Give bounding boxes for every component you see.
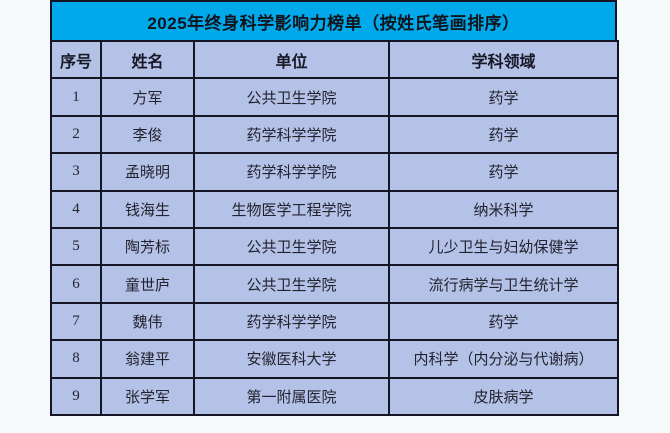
cell-name: 翁建平	[100, 339, 195, 379]
cell-index: 9	[50, 376, 102, 416]
table-row: 7 魏伟 药学科学学院 药学	[50, 301, 619, 342]
cell-index: 1	[50, 77, 102, 117]
cell-index: 3	[50, 152, 102, 192]
cell-name: 孟晓明	[100, 152, 195, 192]
cell-field: 流行病学与卫生统计学	[388, 264, 619, 304]
cell-field: 药学	[388, 152, 619, 192]
table-row: 4 钱海生 生物医学工程学院 纳米科学	[50, 189, 619, 229]
cell-index: 6	[50, 264, 102, 304]
table-row: 9 张学军 第一附属医院 皮肤病学	[50, 376, 619, 416]
cell-field: 药学	[388, 77, 619, 117]
cell-index: 4	[50, 189, 102, 229]
cell-unit: 公共卫生学院	[193, 264, 390, 304]
ranking-table: 序号 姓名 单位 学科领域 1 方军 公共卫生学院 药学 2 李俊 药学科学学院 药学 3 孟晓明…	[50, 39, 619, 416]
table-row: 6 童世庐 公共卫生学院 流行病学与卫生统计学	[50, 264, 619, 304]
cell-name: 魏伟	[100, 301, 195, 342]
table-title: 2025年终身科学影响力榜单（按姓氏笔画排序）	[50, 0, 617, 40]
cell-unit: 安徽医科大学	[193, 339, 390, 379]
table-row: 8 翁建平 安徽医科大学 内科学（内分泌与代谢病）	[50, 339, 619, 379]
header-cell-name: 姓名	[100, 39, 195, 80]
cell-index: 7	[50, 301, 102, 342]
cell-field: 儿少卫生与妇幼保健学	[388, 226, 619, 267]
cell-field: 纳米科学	[388, 189, 619, 229]
cell-field: 药学	[388, 114, 619, 155]
header-cell-index: 序号	[50, 39, 102, 80]
cell-name: 李俊	[100, 114, 195, 155]
cell-unit: 公共卫生学院	[193, 226, 390, 267]
cell-index: 5	[50, 226, 102, 267]
header-cell-field: 学科领域	[388, 39, 619, 80]
cell-field: 内科学（内分泌与代谢病）	[388, 339, 619, 379]
cell-index: 8	[50, 339, 102, 379]
cell-index: 2	[50, 114, 102, 155]
cell-unit: 药学科学学院	[193, 114, 390, 155]
cell-unit: 公共卫生学院	[193, 77, 390, 117]
cell-field: 药学	[388, 301, 619, 342]
cell-unit: 药学科学学院	[193, 301, 390, 342]
header-cell-unit: 单位	[193, 39, 390, 80]
table-row: 1 方军 公共卫生学院 药学	[50, 77, 619, 117]
cell-name: 陶芳标	[100, 226, 195, 267]
header-row: 序号 姓名 单位 学科领域	[50, 39, 619, 80]
cell-name: 童世庐	[100, 264, 195, 304]
table-body: 1 方军 公共卫生学院 药学 2 李俊 药学科学学院 药学 3 孟晓明 药学科学学院 药学 4 钱海生 生物…	[50, 77, 619, 416]
cell-field: 皮肤病学	[388, 376, 619, 416]
table-row: 2 李俊 药学科学学院 药学	[50, 114, 619, 155]
cell-name: 方军	[100, 77, 195, 117]
table-row: 5 陶芳标 公共卫生学院 儿少卫生与妇幼保健学	[50, 226, 619, 267]
cell-name: 张学军	[100, 376, 195, 416]
cell-unit: 生物医学工程学院	[193, 189, 390, 229]
cell-name: 钱海生	[100, 189, 195, 229]
cell-unit: 第一附属医院	[193, 376, 390, 416]
table-row: 3 孟晓明 药学科学学院 药学	[50, 152, 619, 192]
cell-unit: 药学科学学院	[193, 152, 390, 192]
